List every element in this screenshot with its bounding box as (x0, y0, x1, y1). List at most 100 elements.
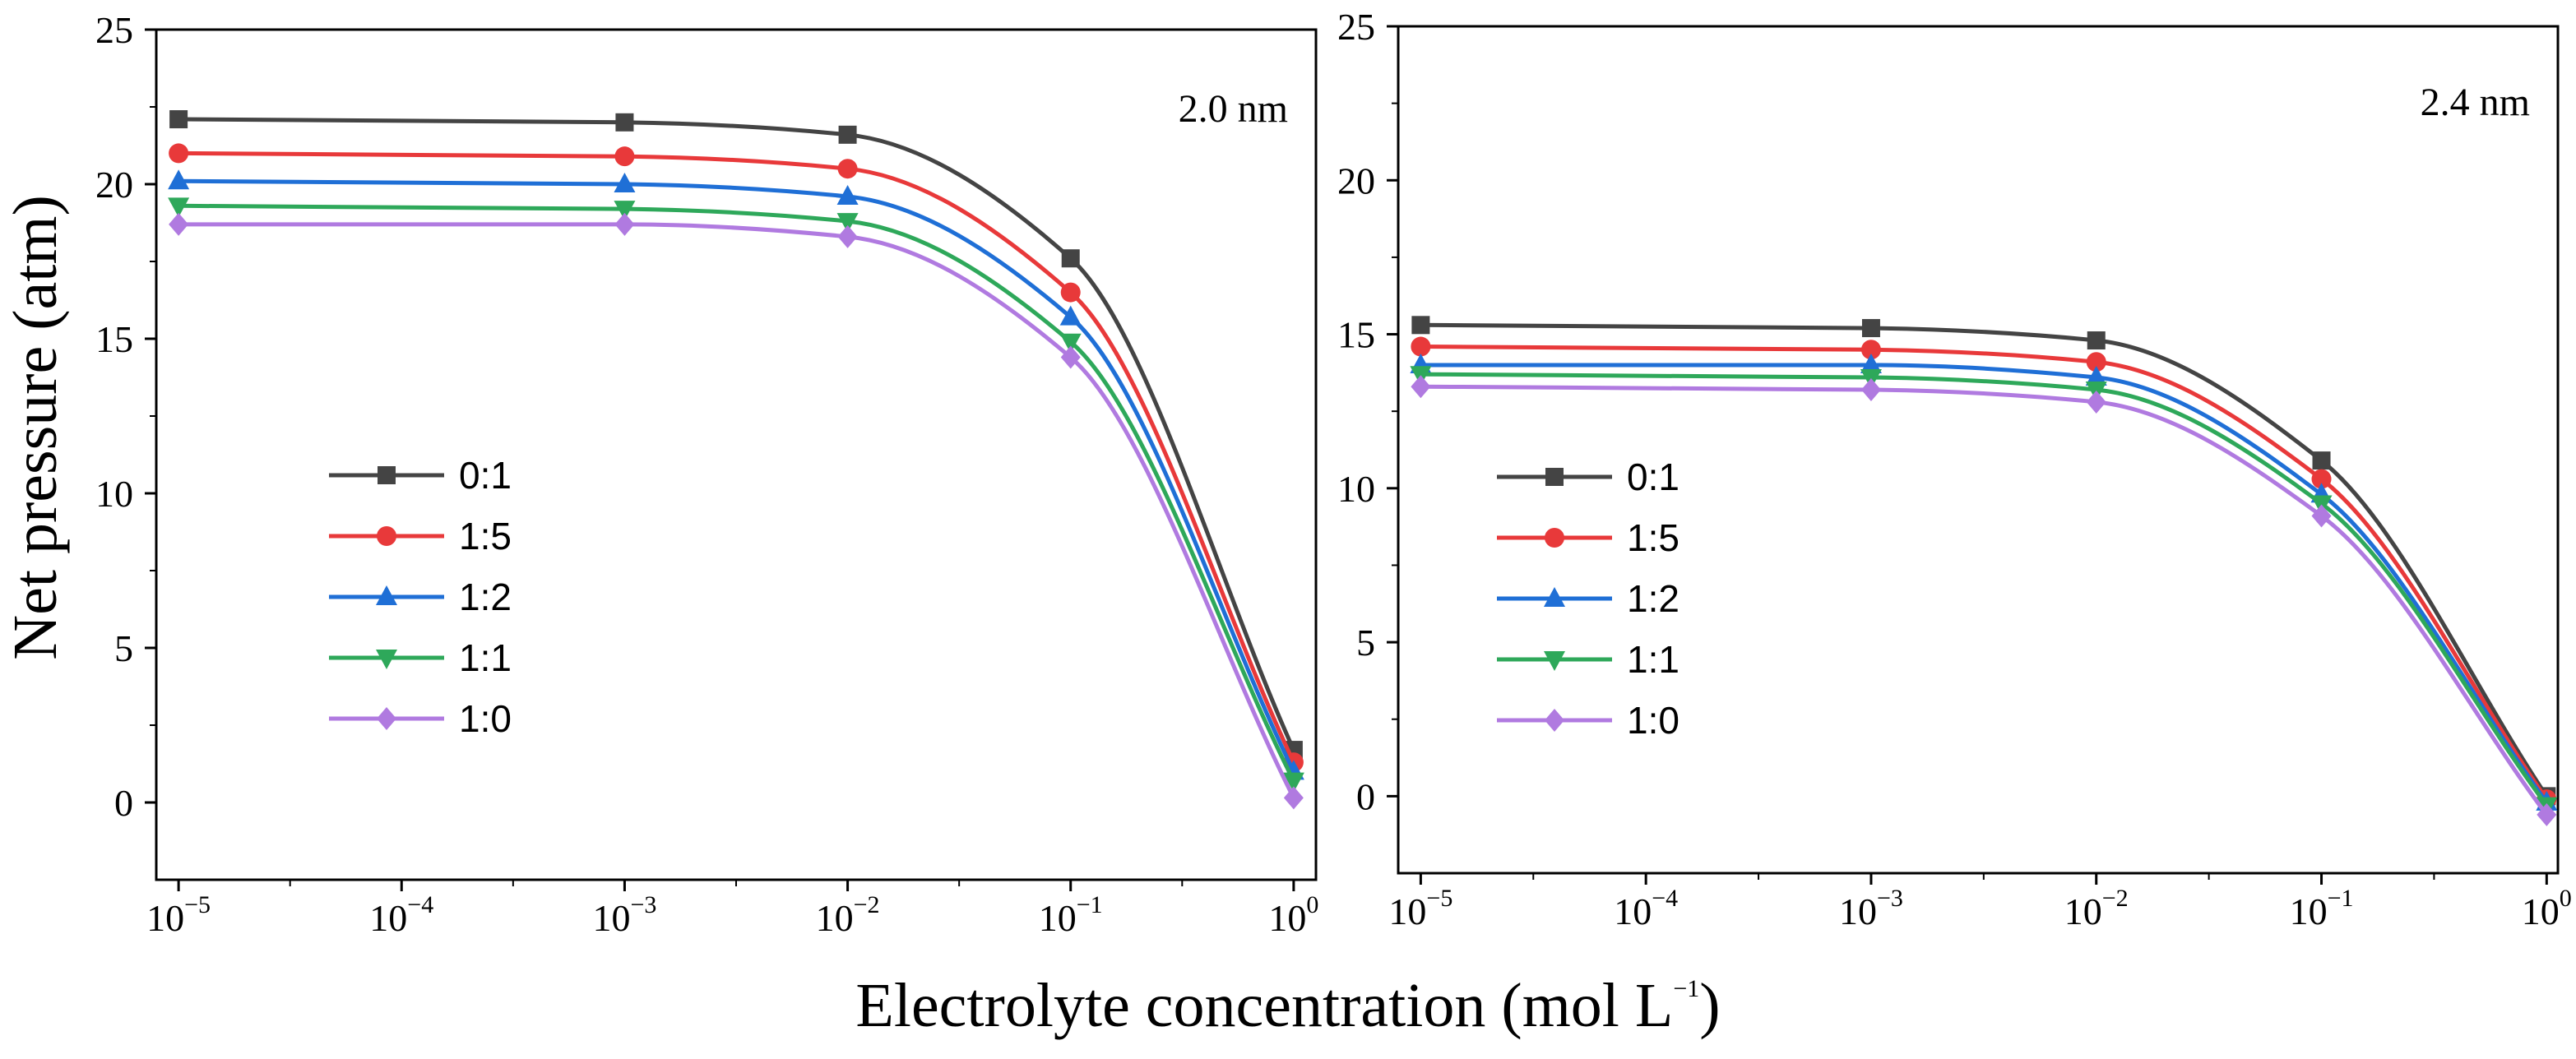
x-tick-exponent: −2 (2102, 885, 2129, 912)
legend-marker-1-5 (377, 526, 396, 546)
x-tick-exponent: 0 (2560, 885, 2572, 912)
x-tick-label: 10−4 (369, 891, 433, 939)
data-point-0-1 (1861, 319, 1880, 338)
data-point-1-5 (2311, 469, 2332, 489)
x-tick-base: 10 (1388, 890, 1426, 932)
data-point-1-5 (1060, 282, 1081, 303)
y-tick-label: 0 (1356, 775, 1375, 817)
y-tick-label: 0 (114, 782, 133, 824)
legend-label-1-2: 1:2 (1627, 577, 1679, 620)
data-point-1-1 (168, 197, 190, 218)
x-tick-base: 10 (369, 897, 407, 939)
plot-frame (155, 28, 1318, 881)
legend-label-1-0: 1:0 (1627, 699, 1679, 742)
y-tick-label: 25 (1337, 6, 1375, 48)
legend-label-0-1: 0:1 (459, 454, 512, 497)
y-tick-label: 10 (95, 473, 133, 515)
data-point-1-2 (614, 173, 636, 192)
data-point-1-0 (1283, 786, 1304, 810)
x-tick-exponent: 0 (1306, 891, 1318, 918)
data-point-0-1 (2312, 451, 2331, 470)
series-line-1-2 (1420, 363, 2549, 804)
series-line-1-5 (178, 150, 1296, 764)
x-tick-label: 10−2 (2064, 885, 2129, 932)
data-point-1-2 (1860, 354, 1882, 373)
legend-label-1-5: 1:5 (459, 515, 512, 557)
data-point-1-1 (1059, 333, 1082, 354)
plot-frame (1397, 25, 2560, 875)
legend-label-0-1: 0:1 (1627, 456, 1679, 498)
data-point-1-5 (1860, 340, 1881, 360)
x-tick-base: 10 (1268, 897, 1306, 939)
x-tick-exponent: −5 (184, 891, 211, 918)
x-axis-title-text: Electrolyte concentration (mol L (855, 971, 1673, 1040)
data-point-1-0 (614, 212, 635, 236)
data-point-0-1 (838, 125, 857, 144)
series-line-1-0 (178, 222, 1296, 799)
x-tick-base: 10 (2290, 890, 2328, 932)
data-point-0-1 (2087, 331, 2106, 350)
x-tick-exponent: −3 (1877, 885, 1903, 912)
series-line-1-1 (1420, 372, 2549, 807)
data-point-0-1 (615, 113, 634, 132)
x-axis-title-exponent: −1 (1673, 975, 1699, 1002)
x-tick-label: 10−5 (1388, 885, 1452, 932)
y-tick-label: 5 (114, 627, 133, 669)
legend-marker-1-5 (1545, 528, 1564, 548)
data-point-1-1 (836, 213, 859, 234)
data-point-1-0 (169, 212, 189, 236)
data-point-1-0 (1411, 375, 1431, 399)
data-point-1-0 (2086, 390, 2106, 414)
legend-marker-1-2 (1544, 587, 1565, 607)
legend-marker-0-1 (378, 466, 396, 484)
legend-marker-1-0 (377, 707, 396, 730)
legend-label-1-5: 1:5 (1627, 516, 1679, 559)
data-point-1-2 (2085, 365, 2107, 386)
x-tick-base: 10 (2064, 890, 2102, 932)
x-tick-label: 100 (1268, 891, 1318, 939)
data-point-1-2 (1059, 305, 1082, 326)
data-point-1-2 (836, 185, 859, 206)
data-point-0-1 (1061, 249, 1080, 268)
x-tick-label: 10−3 (1839, 885, 1903, 932)
data-point-1-0 (1060, 345, 1081, 369)
y-tick-label: 20 (1337, 160, 1375, 201)
legend-label-1-1: 1:1 (459, 636, 512, 679)
x-axis-title: Electrolyte concentration (mol L−1) (855, 971, 1720, 1040)
data-point-1-5 (614, 146, 635, 167)
series-line-1-1 (178, 203, 1296, 782)
x-tick-exponent: −5 (1426, 885, 1452, 912)
data-point-1-5 (837, 159, 858, 179)
x-tick-label: 10−5 (146, 891, 211, 939)
x-tick-base: 10 (1839, 890, 1877, 932)
x-tick-label: 10−4 (1614, 885, 1678, 932)
x-tick-base: 10 (1614, 890, 1652, 932)
data-point-0-1 (169, 110, 188, 129)
data-point-1-0 (2311, 504, 2332, 528)
x-tick-base: 10 (1039, 897, 1077, 939)
x-tick-exponent: −3 (630, 891, 656, 918)
legend-label-1-1: 1:1 (1627, 638, 1679, 681)
legend-marker-0-1 (1545, 468, 1564, 486)
x-tick-exponent: −2 (854, 891, 880, 918)
x-tick-exponent: −1 (2328, 885, 2354, 912)
data-point-1-5 (169, 143, 189, 164)
panel-label: 2.0 nm (1179, 87, 1288, 131)
data-point-1-1 (1282, 772, 1304, 793)
data-point-0-1 (1411, 316, 1430, 335)
y-tick-label: 5 (1356, 622, 1375, 664)
data-point-1-0 (837, 224, 858, 248)
panel-label: 2.4 nm (2421, 81, 2530, 124)
y-tick-label: 20 (95, 164, 133, 206)
data-point-1-5 (1411, 336, 1431, 357)
y-tick-label: 25 (95, 9, 133, 51)
x-tick-base: 10 (2522, 890, 2560, 932)
data-point-1-0 (1860, 377, 1881, 401)
x-tick-label: 10−3 (592, 891, 656, 939)
data-point-1-5 (2086, 352, 2106, 372)
y-tick-label: 15 (1337, 314, 1375, 356)
x-tick-base: 10 (816, 897, 854, 939)
data-point-1-2 (168, 169, 190, 190)
x-tick-label: 100 (2522, 885, 2572, 932)
x-tick-label: 10−1 (1039, 891, 1103, 939)
